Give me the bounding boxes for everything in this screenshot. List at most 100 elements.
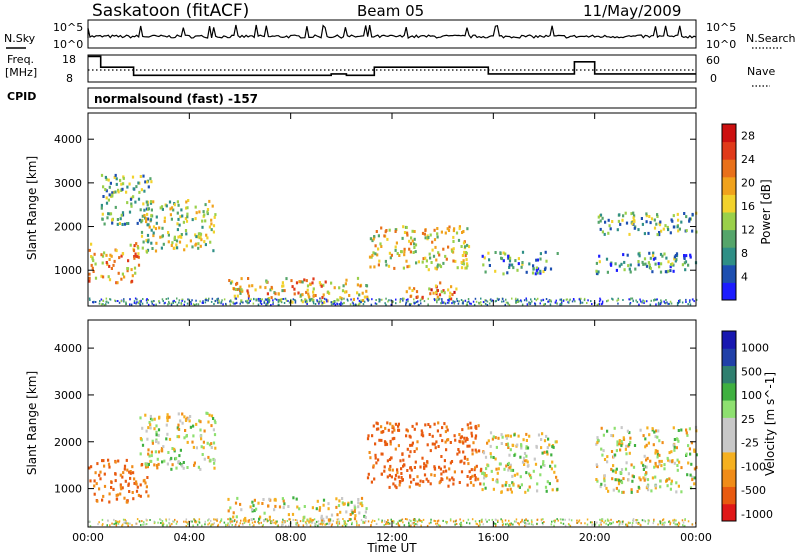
echo-cell — [384, 230, 387, 234]
echo-cell — [595, 272, 599, 275]
echo-cell — [470, 468, 473, 472]
echo-cell — [492, 487, 495, 491]
echo-cell — [126, 201, 129, 205]
power-colorbar-swatch — [722, 282, 736, 301]
echo-cell — [137, 252, 140, 256]
echo-cell — [221, 299, 223, 302]
echo-cell — [400, 476, 403, 479]
echo-cell — [560, 302, 563, 305]
echo-cell — [539, 252, 542, 256]
echo-cell — [615, 268, 618, 272]
echo-cell — [370, 255, 373, 259]
echo-cell — [111, 522, 113, 525]
echo-cell — [429, 425, 432, 429]
echo-cell — [487, 439, 490, 443]
echo-cell — [298, 280, 301, 284]
echo-cell — [212, 417, 215, 420]
echo-cell — [266, 292, 269, 296]
echo-cell — [636, 489, 639, 493]
echo-cell — [434, 266, 437, 270]
echo-cell — [266, 518, 268, 521]
echo-cell — [627, 264, 630, 268]
echo-cell — [562, 518, 564, 521]
echo-cell — [185, 434, 188, 437]
echo-cell — [479, 482, 482, 486]
echo-cell — [158, 226, 161, 230]
echo-cell — [270, 304, 272, 306]
echo-cell — [204, 203, 207, 207]
echo-cell — [473, 473, 476, 477]
echo-cell — [649, 266, 652, 270]
echo-cell — [228, 524, 230, 527]
echo-cell — [405, 226, 408, 229]
echo-cell — [668, 520, 670, 523]
echo-cell — [250, 298, 252, 301]
echo-cell — [90, 255, 93, 258]
echo-cell — [622, 437, 626, 441]
echo-cell — [464, 299, 467, 302]
echo-cell — [147, 240, 150, 244]
echo-cell — [554, 519, 556, 522]
echo-cell — [192, 524, 194, 527]
echo-cell — [666, 484, 669, 488]
echo-cell — [540, 446, 543, 450]
echo-cell — [374, 252, 377, 256]
echo-cell — [356, 291, 359, 295]
echo-cell — [695, 298, 698, 301]
echo-cell — [546, 480, 549, 484]
echo-cell — [505, 301, 508, 304]
velocity-colorbar-swatch — [722, 365, 736, 384]
echo-cell — [300, 298, 303, 301]
echo-cell — [240, 301, 242, 304]
echo-cell — [384, 302, 386, 305]
echo-cell — [321, 519, 323, 522]
echo-cell — [414, 301, 416, 304]
echo-cell — [475, 522, 478, 525]
echo-cell — [607, 489, 610, 493]
echo-cell — [135, 242, 138, 246]
echo-cell — [281, 497, 284, 501]
velocity-colorbar-swatch — [722, 382, 736, 401]
echo-cell — [452, 235, 455, 239]
echo-cell — [120, 487, 123, 491]
echo-cell — [649, 459, 652, 463]
echo-cell — [183, 436, 186, 440]
echo-cell — [197, 465, 200, 469]
echo-cell — [626, 524, 628, 527]
echo-cell — [520, 483, 523, 487]
echo-cell — [210, 424, 213, 428]
echo-cell — [645, 471, 648, 475]
echo-cell — [632, 465, 636, 469]
y-tick-label: 4000 — [54, 133, 82, 146]
echo-cell — [463, 436, 466, 440]
echo-cell — [362, 520, 365, 524]
echo-cell — [428, 433, 431, 436]
echo-cell — [280, 301, 283, 304]
echo-cell — [147, 494, 150, 498]
echo-cell — [275, 520, 278, 524]
echo-cell — [508, 259, 512, 263]
echo-cell — [437, 298, 439, 301]
echo-cell — [183, 520, 185, 523]
echo-cell — [205, 233, 208, 237]
echo-cell — [265, 298, 268, 301]
echo-cell — [180, 302, 183, 305]
echo-cell — [682, 524, 685, 527]
echo-cell — [678, 299, 680, 302]
echo-cell — [92, 301, 94, 304]
echo-cell — [431, 248, 434, 252]
echo-cell — [229, 303, 232, 306]
echo-cell — [377, 427, 380, 431]
echo-cell — [525, 454, 528, 458]
echo-cell — [173, 520, 175, 523]
echo-cell — [616, 521, 619, 524]
echo-cell — [373, 265, 376, 269]
echo-cell — [358, 511, 361, 515]
echo-cell — [132, 195, 135, 199]
echo-cell — [377, 263, 380, 267]
echo-cell — [304, 521, 307, 524]
echo-cell — [178, 301, 180, 304]
echo-cell — [521, 303, 524, 306]
echo-cell — [408, 525, 410, 527]
echo-cell — [502, 297, 504, 300]
